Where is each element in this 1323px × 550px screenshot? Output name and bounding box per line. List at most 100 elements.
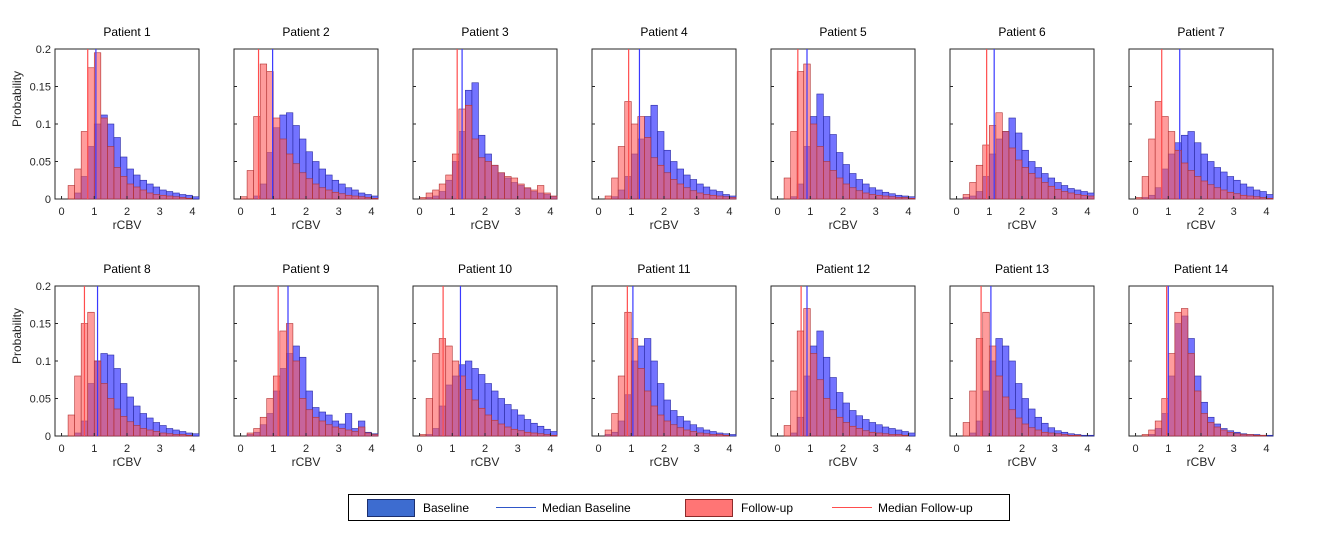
followup-bar: [862, 192, 870, 200]
panel-title: Patient 6: [998, 25, 1046, 39]
followup-bar: [729, 197, 737, 200]
x-tick-label: 4: [1263, 443, 1269, 455]
followup-bar: [425, 192, 433, 200]
x-axis-label: rCBV: [650, 455, 679, 469]
followup-bar: [1034, 177, 1042, 200]
followup-bar: [1194, 176, 1202, 200]
followup-bar: [299, 398, 307, 437]
followup-bar: [809, 123, 818, 200]
followup-bar: [305, 409, 313, 437]
followup-bar: [1220, 189, 1228, 200]
followup-bar: [908, 197, 916, 200]
x-tick-label: 4: [726, 443, 732, 455]
x-tick-label: 0: [416, 443, 422, 455]
panel-patient-3: Patient 3 0 1 2 3 4 rCBV: [412, 25, 558, 232]
followup-bar: [159, 194, 167, 200]
x-tick-label: 2: [482, 443, 488, 455]
followup-bar: [637, 368, 645, 437]
x-tick-label: 2: [840, 443, 846, 455]
followup-bar: [630, 338, 639, 437]
x-tick-label: 0: [953, 206, 959, 218]
followup-bar: [1167, 131, 1176, 200]
followup-bar: [1074, 434, 1082, 437]
legend-median-baseline: Median Baseline: [496, 495, 631, 520]
followup-bar: [1246, 195, 1254, 200]
x-axis-label: rCBV: [1187, 455, 1216, 469]
followup-bar: [849, 425, 857, 437]
followup-bar: [975, 338, 984, 437]
y-tick-label: 0.05: [30, 157, 51, 169]
followup-bar: [1047, 432, 1056, 437]
followup-bar: [868, 431, 877, 437]
x-tick-label: 4: [189, 206, 195, 218]
followup-bar: [901, 197, 909, 200]
x-tick-label: 0: [774, 206, 780, 218]
followup-bar: [650, 157, 658, 200]
followup-bar: [1226, 431, 1235, 437]
y-axis-label: Probability: [10, 71, 24, 127]
followup-bar: [1181, 162, 1189, 200]
x-tick-label: 0: [1132, 443, 1138, 455]
followup-bar: [1253, 434, 1261, 437]
x-tick-label: 2: [303, 206, 309, 218]
panel-patient-8: Patient 8 0 1 2 3 4 rCBV 0 0.05 0.1 0.15 0.2 Probabi…: [10, 262, 200, 469]
followup-bar: [1080, 194, 1088, 200]
x-axis-label: rCBV: [113, 455, 142, 469]
followup-bar: [1028, 173, 1036, 200]
followup-bar: [982, 144, 990, 200]
followup-bar: [1015, 417, 1023, 437]
followup-bar: [1181, 308, 1189, 437]
x-tick-label: 3: [1231, 206, 1237, 218]
x-axis-label: rCBV: [471, 455, 500, 469]
followup-bar: [445, 174, 453, 200]
followup-bar: [371, 434, 379, 437]
x-tick-label: 4: [547, 206, 553, 218]
followup-bar: [1067, 192, 1075, 200]
followup-bar: [875, 194, 883, 200]
followup-bar: [438, 183, 447, 200]
x-tick-label: 1: [270, 443, 276, 455]
followup-bar: [1266, 197, 1274, 200]
panel-title: Patient 14: [1174, 262, 1228, 276]
followup-bar: [604, 429, 612, 437]
followup-bar: [179, 197, 187, 200]
followup-bar: [722, 196, 730, 200]
followup-bar: [881, 433, 890, 437]
followup-bar: [100, 117, 108, 200]
followup-bar: [312, 183, 320, 200]
x-axis-label: rCBV: [1008, 455, 1037, 469]
followup-bar: [240, 196, 248, 200]
x-tick-label: 4: [905, 206, 911, 218]
followup-bar: [709, 434, 717, 437]
x-tick-label: 2: [1198, 443, 1204, 455]
followup-bar: [1054, 188, 1062, 200]
followup-bar: [504, 426, 512, 437]
followup-bar: [969, 182, 977, 200]
followup-bar: [139, 428, 147, 437]
followup-bar: [995, 375, 1003, 437]
followup-bar: [364, 432, 372, 437]
followup-bar: [537, 185, 545, 200]
followup-bar: [676, 427, 684, 437]
followup-bar: [305, 178, 313, 200]
followup-bar: [683, 429, 691, 437]
x-tick-label: 3: [694, 206, 700, 218]
baseline-bar: [1087, 434, 1095, 437]
x-tick-label: 1: [1165, 206, 1171, 218]
followup-bar: [338, 428, 346, 437]
followup-bar: [266, 398, 274, 437]
followup-bar: [611, 177, 619, 200]
followup-bar: [1161, 116, 1169, 200]
followup-bar: [358, 426, 366, 437]
followup-bar: [644, 390, 652, 437]
panel-title: Patient 2: [282, 25, 330, 39]
x-tick-label: 2: [482, 206, 488, 218]
followup-bar: [272, 375, 281, 437]
y-tick-label: 0.05: [30, 394, 51, 406]
followup-bar: [445, 345, 453, 437]
followup-bar: [543, 434, 551, 437]
x-axis-label: rCBV: [1187, 218, 1216, 232]
x-tick-label: 2: [661, 206, 667, 218]
followup-bar: [67, 414, 75, 437]
followup-bar: [530, 432, 538, 437]
